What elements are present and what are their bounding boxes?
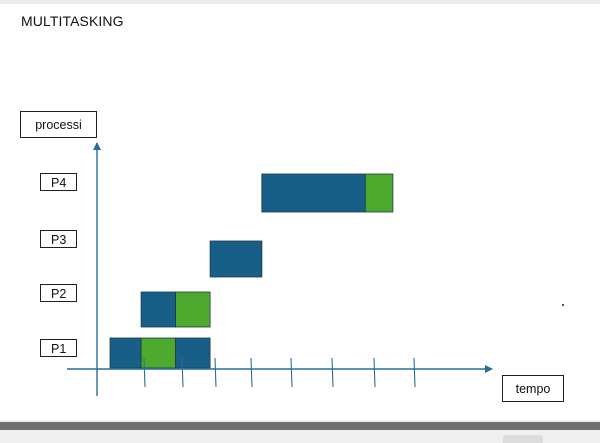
ticks-layer (143, 357, 416, 388)
x-axis-tick-4 (250, 357, 253, 388)
segment-p1-running-2 (175, 337, 211, 369)
x-axis-label: tempo (502, 375, 564, 402)
status-chip[interactable] (503, 435, 543, 443)
x-axis-tick-7 (373, 357, 376, 388)
process-label-p1: P1 (40, 339, 77, 357)
process-label-p2: P2 (40, 284, 77, 302)
slide-canvas: MULTITASKING processi tempo P4 P3 P2 P1 (0, 4, 600, 420)
stray-dot (562, 304, 564, 306)
segment-p2-running-3 (140, 291, 177, 328)
segment-p4-running-6 (261, 173, 366, 213)
timeline-diagram (67, 142, 493, 396)
x-axis-tick-1 (143, 357, 146, 388)
process-label-p3: P3 (40, 230, 77, 248)
segment-p2-io-4 (175, 291, 211, 328)
axes-layer (67, 142, 493, 396)
slide-title: MULTITASKING (21, 13, 124, 29)
process-label-p4: P4 (40, 173, 77, 191)
segment-p4-io-7 (364, 173, 394, 213)
window-bottom-bar (0, 422, 600, 430)
x-axis-tick-8 (413, 357, 416, 388)
x-axis-tick-3 (214, 357, 217, 388)
segment-p1-io-1 (140, 337, 177, 369)
x-axis-tick-5 (290, 357, 293, 388)
segment-p1-running-0 (109, 337, 142, 369)
segments-layer (109, 173, 394, 369)
x-axis-tick-6 (331, 357, 334, 388)
segment-p3-running-5 (209, 240, 263, 278)
status-strip (0, 430, 600, 443)
x-axis-tick-2 (181, 357, 184, 388)
y-axis-label: processi (20, 111, 97, 138)
